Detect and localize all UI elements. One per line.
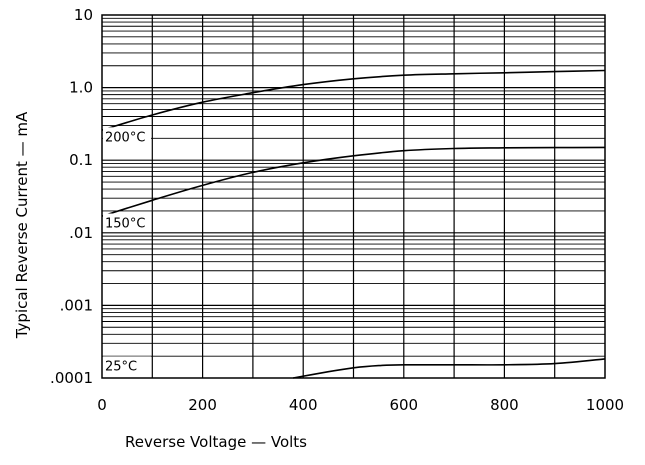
tick-layer: 0 200 400 600 800 1000 .0001 .001 .01 0.1 1.0 10 [50,6,624,414]
x-tick-label: 200 [188,396,217,414]
plot-frame [101,14,606,379]
y-tick-label: 0.1 [69,151,93,169]
y-tick-label: .001 [60,296,93,314]
y-tick-label: 10 [74,6,93,24]
curve-layer: 200°C 150°C 25°C [101,69,606,379]
series-label-background [103,356,151,374]
series-label-background [103,213,151,231]
series-label: 25°C [105,359,137,374]
x-axis-label: Reverse Voltage — Volts [125,433,307,451]
series-label: 150°C [105,217,145,232]
series-label: 200°C [105,130,145,145]
x-tick-label: 0 [97,396,107,414]
y-axis-label: Typical Reverse Current — mA [13,111,31,339]
y-tick-label: .0001 [50,369,93,387]
series-line [292,358,606,379]
x-tick-label: 1000 [586,396,624,414]
series-label-background [103,127,151,145]
series-line [101,146,606,217]
y-tick-label: .01 [69,224,93,242]
x-tick-label: 600 [389,396,418,414]
y-tick-label: 1.0 [69,79,93,97]
x-tick-label: 400 [289,396,318,414]
x-tick-label: 800 [490,396,519,414]
series-line [101,69,606,131]
grid-layer [102,15,605,378]
